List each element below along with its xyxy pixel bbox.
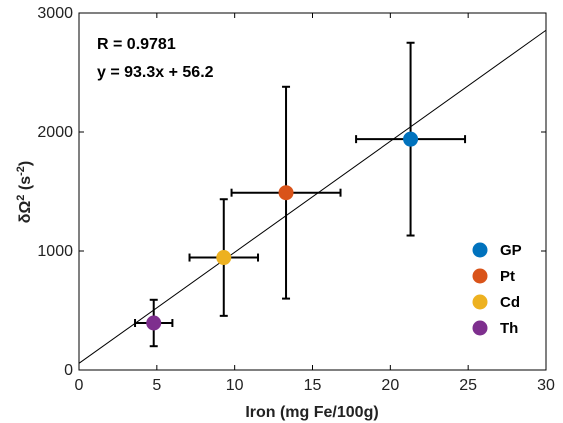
x-tick-label-25: 25 [459, 377, 477, 394]
x-tick-label-10: 10 [226, 377, 244, 394]
legend-marker-pt [472, 268, 488, 284]
legend-marker-th [472, 320, 488, 336]
fit-layer [78, 29, 547, 364]
equation-annotation: y = 93.3x + 56.2 [97, 64, 214, 81]
fit-line [78, 29, 547, 364]
x-axis-title: Iron (mg Fe/100g) [245, 404, 378, 421]
error-bars-layer [134, 41, 467, 348]
legend-marker-gp [472, 242, 488, 258]
x-tick-label-15: 15 [304, 377, 322, 394]
x-tick-label-0: 0 [75, 377, 84, 394]
x-tick-label-5: 5 [152, 377, 161, 394]
y-axis-title-sup: 2 [15, 195, 27, 201]
legend-label-pt: Pt [500, 268, 515, 285]
y-axis-title-unit-sup: -2 [15, 166, 27, 176]
data-point-gp [403, 131, 419, 147]
y-tick-label-1000: 1000 [37, 243, 73, 260]
y-tick-label-2000: 2000 [37, 124, 73, 141]
r-annotation: R = 0.9781 [97, 36, 176, 53]
points-layer [146, 131, 419, 331]
data-point-cd [216, 250, 232, 266]
x-tick-label-30: 30 [537, 377, 555, 394]
y-axis-title: δΩ2 (s-2) [15, 161, 34, 223]
legend-label-th: Th [500, 320, 518, 337]
legend-marker-cd [472, 294, 488, 310]
y-axis-title-close: ) [17, 161, 34, 166]
legend: GP Pt Cd Th [472, 242, 522, 337]
y-axis-title-base: δΩ [17, 201, 34, 224]
y-tick-label-0: 0 [64, 362, 73, 379]
x-tick-label-20: 20 [381, 377, 399, 394]
y-tick-label-3000: 3000 [37, 5, 73, 22]
data-point-th [146, 315, 162, 331]
y-axis-title-unit: (s [17, 176, 34, 190]
data-point-pt [278, 185, 294, 201]
x-ticks: 0 5 10 15 20 25 30 [75, 13, 555, 394]
legend-label-gp: GP [500, 242, 522, 259]
legend-label-cd: Cd [500, 294, 520, 311]
y-ticks: 0 1000 2000 3000 [37, 5, 546, 379]
